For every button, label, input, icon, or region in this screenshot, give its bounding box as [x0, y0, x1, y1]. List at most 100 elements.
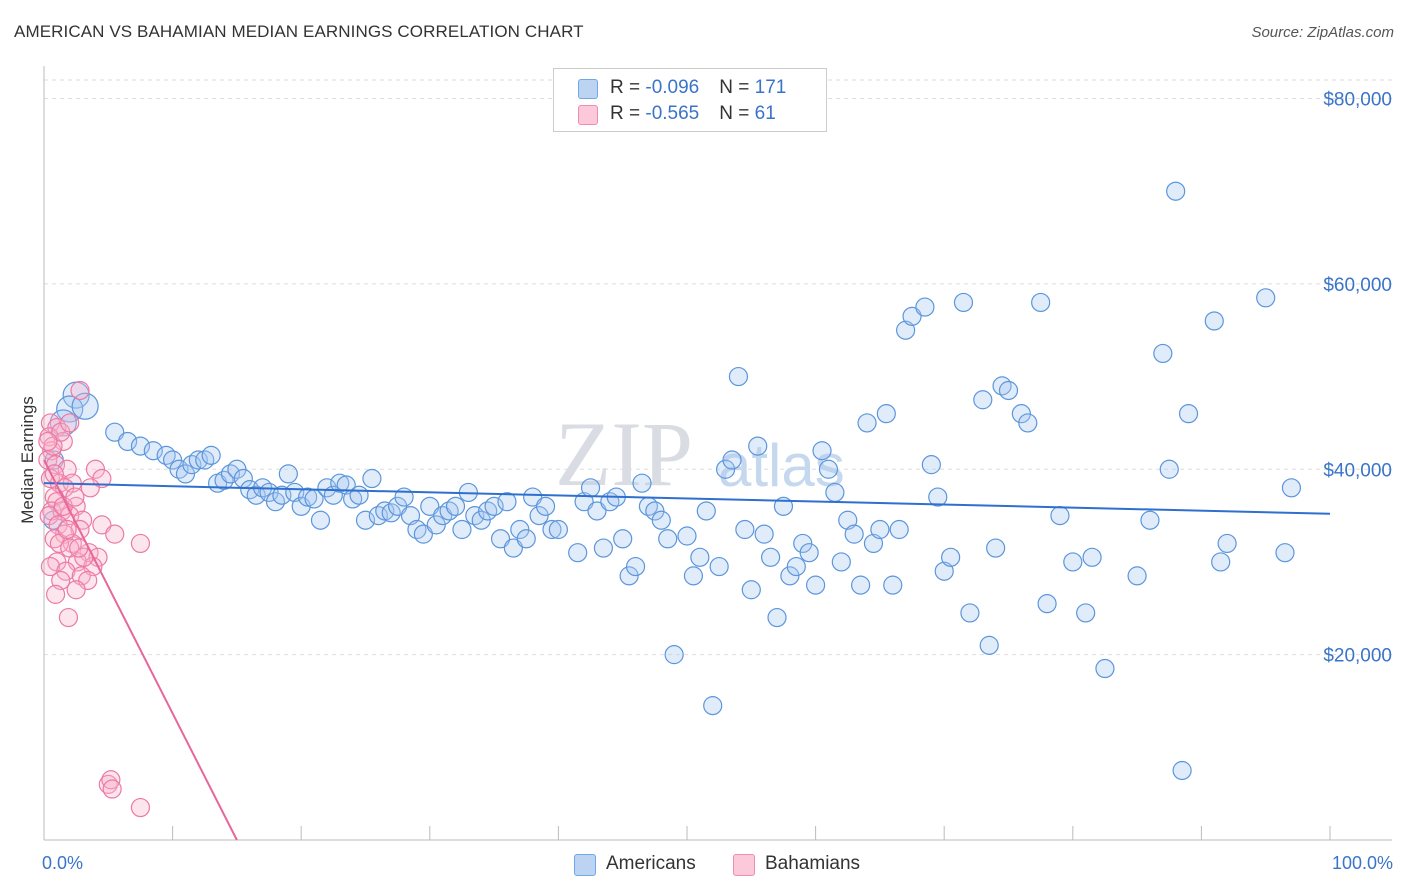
americans-point-67	[523, 487, 543, 507]
americans-point-41	[355, 510, 376, 530]
bahamians-point-60	[130, 797, 151, 818]
americans-point-152	[1204, 311, 1224, 331]
bahamians-swatch	[578, 105, 598, 125]
americans-point-34	[310, 510, 331, 530]
americans-point-100	[754, 524, 774, 544]
americans-point-11	[163, 450, 183, 470]
correlation-legend: R = -0.096 N = 171 R = -0.565 N = 61	[553, 68, 827, 132]
americans-point-120	[883, 575, 903, 595]
bahamians-point-56	[38, 431, 58, 452]
americans-point-82	[632, 473, 652, 493]
bahamians-n-value: 61	[754, 103, 776, 124]
americans-point-50	[413, 524, 433, 544]
americans-point-92	[703, 696, 723, 716]
source-label: Source: ZipAtlas.com	[1251, 24, 1394, 41]
y-tick-label-3: $80,000	[1323, 90, 1392, 111]
americans-point-115	[851, 575, 871, 595]
americans-points	[43, 181, 1302, 781]
americans-point-135	[998, 380, 1019, 401]
bahamians-point-48	[65, 487, 85, 507]
americans-point-79	[613, 529, 633, 549]
americans-legend-label: Americans	[606, 853, 696, 874]
americans-r-label: R =	[610, 77, 646, 98]
americans-point-144	[1095, 658, 1115, 679]
americans-point-55	[445, 496, 466, 516]
americans-point-74	[580, 478, 601, 498]
americans-point-145	[1127, 566, 1147, 586]
bahamians-point-41	[58, 607, 79, 628]
bahamians-point-43	[85, 459, 106, 479]
americans-point-59	[471, 510, 491, 530]
americans-point-85	[651, 510, 671, 530]
americans-point-106	[793, 533, 813, 554]
bahamians-point-53	[80, 478, 100, 498]
americans-point-138	[1031, 292, 1051, 313]
americans-point-89	[683, 566, 704, 586]
americans-point-109	[812, 441, 832, 461]
americans-point-97	[735, 519, 755, 540]
y-tick-label-0: $20,000	[1323, 646, 1392, 667]
americans-trend-line	[43, 482, 1331, 515]
americans-legend-swatch	[574, 854, 596, 876]
americans-point-95	[722, 450, 742, 470]
americans-point-84	[645, 501, 665, 521]
americans-point-128	[941, 547, 961, 567]
americans-point-8	[130, 436, 151, 456]
americans-point-86	[658, 529, 678, 549]
americans-point-76	[593, 538, 614, 558]
americans-point-72	[568, 543, 588, 563]
trend-lines	[43, 459, 1331, 841]
americans-point-124	[915, 297, 935, 317]
americans-point-129	[953, 292, 974, 313]
americans-point-80	[619, 566, 639, 586]
americans-point-153	[1211, 552, 1231, 572]
americans-point-15	[188, 450, 208, 470]
americans-point-119	[876, 404, 896, 424]
americans-point-69	[535, 496, 556, 516]
americans-point-104	[780, 566, 800, 586]
americans-point-7	[117, 431, 138, 452]
americans-point-70	[542, 519, 562, 540]
y-tick-label-2: $60,000	[1323, 275, 1392, 296]
americans-point-68	[529, 506, 549, 526]
americans-point-98	[741, 580, 761, 600]
americans-point-96	[728, 366, 749, 387]
americans-point-150	[1172, 760, 1192, 781]
americans-point-154	[1217, 533, 1237, 554]
americans-point-107	[799, 543, 819, 563]
americans-point-116	[857, 413, 877, 433]
axes	[43, 66, 1392, 841]
americans-point-87	[664, 645, 684, 665]
americans-point-90	[690, 547, 710, 567]
x-tick-label-max: 100.0%	[1332, 853, 1393, 873]
americans-point-114	[844, 524, 864, 544]
americans-point-105	[786, 556, 806, 577]
bahamians-point-54	[57, 519, 77, 540]
americans-point-130	[960, 603, 980, 623]
americans-point-17	[201, 445, 221, 465]
bahamians-point-0	[70, 380, 90, 401]
americans-point-37	[330, 473, 350, 493]
americans-point-93	[709, 556, 729, 577]
americans-point-35	[317, 478, 337, 498]
americans-point-94	[715, 459, 736, 479]
americans-point-32	[298, 487, 318, 507]
americans-point-140	[1050, 506, 1070, 526]
y-axis-title: Median Earnings	[18, 396, 37, 524]
americans-point-110	[818, 459, 839, 479]
americans-point-101	[760, 547, 781, 567]
americans-n-value: 171	[754, 77, 787, 98]
americans-point-65	[510, 519, 530, 540]
americans-point-118	[870, 519, 890, 540]
americans-point-131	[973, 390, 993, 410]
americans-point-146	[1140, 510, 1160, 530]
americans-point-71	[548, 519, 569, 540]
americans-point-141	[1063, 552, 1083, 572]
bahamians-point-40	[45, 584, 66, 604]
americans-point-13	[175, 464, 196, 484]
americans-point-147	[1153, 343, 1173, 364]
americans-point-156	[1275, 543, 1295, 563]
bahamians-point-59	[102, 779, 122, 799]
americans-point-136	[1011, 404, 1031, 424]
